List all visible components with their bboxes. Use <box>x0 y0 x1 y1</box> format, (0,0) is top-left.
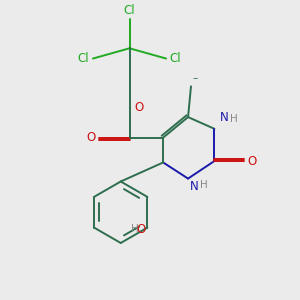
Text: N: N <box>190 180 198 193</box>
Text: H: H <box>230 113 237 124</box>
Text: N: N <box>220 110 228 124</box>
Text: O: O <box>247 154 256 167</box>
Text: Cl: Cl <box>169 52 181 65</box>
Text: Cl: Cl <box>78 52 89 65</box>
Text: Cl: Cl <box>124 4 135 17</box>
Text: –: – <box>193 74 198 83</box>
Text: O: O <box>136 223 146 236</box>
Text: O: O <box>86 131 95 144</box>
Text: H: H <box>131 224 139 234</box>
Text: O: O <box>135 101 144 114</box>
Text: H: H <box>200 180 208 190</box>
